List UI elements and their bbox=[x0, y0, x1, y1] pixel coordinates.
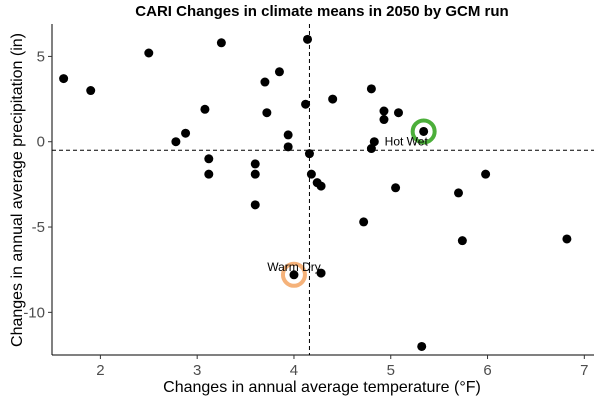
y-axis-label: Changes in annual average precipitation … bbox=[9, 33, 26, 347]
plot-area: Hot Wet Warm Dry bbox=[52, 24, 594, 355]
x-tick-label: 5 bbox=[387, 362, 395, 379]
data-point bbox=[303, 34, 313, 44]
data-point bbox=[419, 126, 429, 136]
data-point bbox=[144, 48, 154, 58]
data-point bbox=[301, 99, 311, 109]
data-point bbox=[417, 341, 427, 351]
chart-title: CARI Changes in climate means in 2050 by… bbox=[135, 3, 508, 20]
data-point bbox=[391, 183, 401, 193]
data-point bbox=[316, 181, 326, 191]
data-point bbox=[250, 200, 260, 210]
highlight-ring bbox=[280, 261, 307, 288]
data-point bbox=[283, 142, 293, 152]
data-point bbox=[289, 270, 299, 280]
data-point bbox=[481, 169, 491, 179]
data-point bbox=[379, 115, 389, 125]
y-tick-label: 0 bbox=[37, 134, 45, 151]
data-point bbox=[283, 130, 293, 140]
data-point bbox=[304, 149, 314, 159]
data-point bbox=[359, 217, 369, 227]
data-point bbox=[204, 154, 214, 164]
highlight-label: Hot Wet bbox=[385, 134, 429, 148]
data-point bbox=[171, 137, 181, 147]
data-point bbox=[59, 74, 69, 84]
data-point bbox=[328, 94, 338, 104]
highlight-label: Warm Dry bbox=[267, 260, 321, 274]
data-point bbox=[204, 169, 214, 179]
data-point bbox=[562, 234, 572, 244]
data-point bbox=[457, 236, 467, 246]
data-point bbox=[86, 86, 96, 96]
data-point bbox=[216, 38, 226, 48]
data-point bbox=[306, 169, 316, 179]
data-point bbox=[250, 169, 260, 179]
x-axis-label: Changes in annual average temperature (°… bbox=[163, 379, 481, 396]
data-point bbox=[181, 128, 191, 138]
x-tick-label: 4 bbox=[290, 362, 298, 379]
data-point bbox=[274, 67, 284, 77]
data-point bbox=[316, 268, 326, 278]
y-axis-ticks: 5 0 -5 -10 bbox=[23, 48, 52, 321]
x-tick-label: 3 bbox=[193, 362, 201, 379]
data-point bbox=[369, 137, 379, 147]
data-point bbox=[262, 108, 272, 118]
y-tick-label: -5 bbox=[32, 219, 45, 236]
y-tick-label: -10 bbox=[23, 304, 45, 321]
x-tick-label: 6 bbox=[483, 362, 491, 379]
data-point bbox=[366, 84, 376, 94]
data-point bbox=[260, 77, 270, 87]
y-tick-label: 5 bbox=[37, 48, 45, 65]
x-tick-label: 2 bbox=[96, 362, 104, 379]
data-point bbox=[393, 108, 403, 118]
data-point bbox=[366, 144, 376, 154]
data-point bbox=[454, 188, 463, 198]
highlight-ring bbox=[410, 118, 437, 145]
x-axis-ticks: 2 3 4 5 6 7 bbox=[96, 355, 588, 379]
data-point bbox=[200, 104, 210, 114]
data-point bbox=[379, 106, 389, 116]
data-point bbox=[250, 159, 260, 169]
x-tick-label: 7 bbox=[580, 362, 588, 379]
